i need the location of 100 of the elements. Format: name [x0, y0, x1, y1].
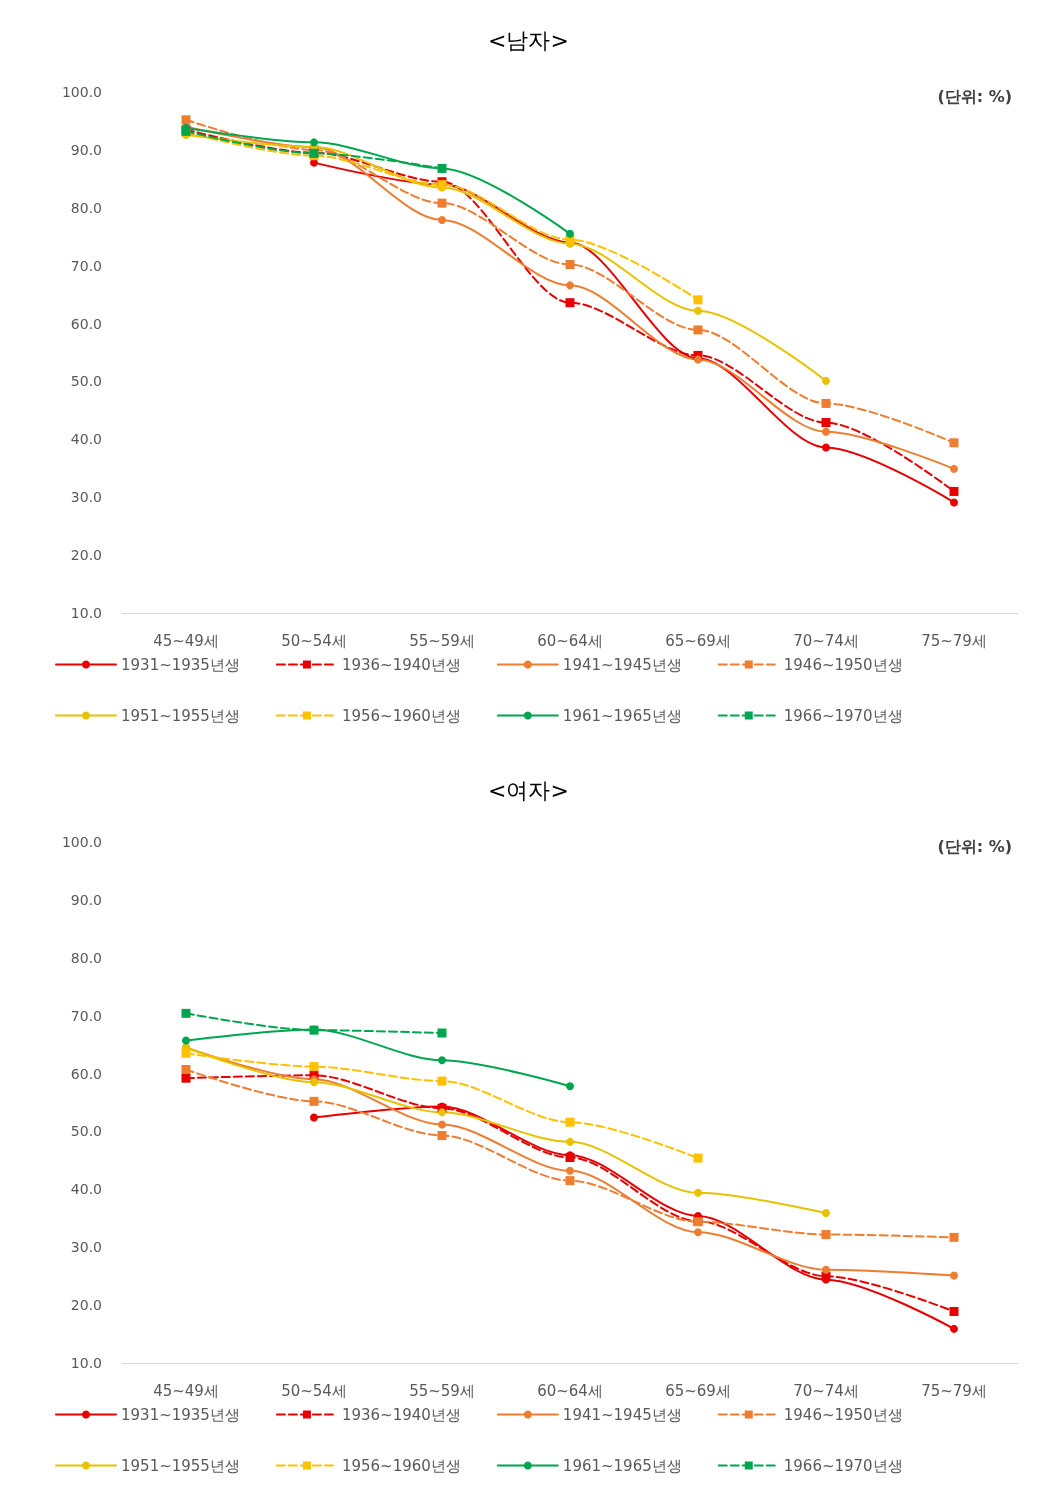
- annotation: (단위: %): [937, 86, 1012, 106]
- point: [181, 1065, 191, 1074]
- point: [181, 1073, 191, 1083]
- x-tick-label: 70~74세: [793, 631, 859, 650]
- y-tick-label: 20.0: [70, 1297, 102, 1314]
- point: [181, 115, 191, 125]
- y-tick-label: 90.0: [70, 891, 102, 908]
- x-tick-label: 75~79세: [921, 1381, 987, 1400]
- chart-title: <여자>: [488, 777, 569, 803]
- point: [438, 1120, 446, 1129]
- point: [821, 398, 831, 408]
- x-tick-label: 65~69세: [665, 1381, 731, 1400]
- legend-label: 1936~1940년생: [341, 1405, 461, 1424]
- point: [950, 464, 958, 473]
- legend-label: 1941~1945년생: [562, 655, 682, 674]
- point: [437, 1131, 447, 1140]
- y-tick-label: 30.0: [70, 489, 102, 506]
- point: [565, 1117, 575, 1127]
- chart-title: <남자>: [488, 27, 569, 53]
- legend-label: 1961~1965년생: [562, 1456, 682, 1475]
- y-tick-label: 80.0: [70, 199, 102, 216]
- point: [693, 1153, 703, 1163]
- y-tick-label: 100.0: [61, 84, 102, 100]
- point: [310, 1113, 318, 1122]
- x-tick-label: 50~54세: [281, 1381, 347, 1400]
- point: [949, 486, 959, 496]
- y-tick-label: 100.0: [61, 834, 102, 850]
- y-tick-label: 50.0: [70, 1123, 102, 1140]
- legend-label: 1951~1955년생: [121, 1456, 240, 1475]
- legend-label: 1956~1960년생: [341, 1456, 461, 1475]
- point: [821, 418, 831, 428]
- x-tick-label: 50~54세: [281, 631, 347, 650]
- point: [694, 306, 702, 315]
- y-tick-label: 20.0: [70, 547, 102, 564]
- point: [822, 376, 830, 385]
- point: [821, 1271, 831, 1281]
- point: [438, 1108, 446, 1117]
- point: [438, 215, 446, 224]
- y-tick-label: 70.0: [70, 1007, 102, 1024]
- legend-label: 1946~1950년생: [783, 1405, 903, 1424]
- legend-label: 1931~1935년생: [121, 1405, 240, 1424]
- y-tick-label: 90.0: [70, 141, 102, 158]
- point: [182, 1036, 190, 1045]
- point: [694, 1188, 702, 1197]
- legend-label: 1961~1965년생: [562, 706, 682, 725]
- legend-label: 1951~1955년생: [121, 706, 240, 725]
- y-tick-label: 10.0: [70, 605, 102, 621]
- legend-label: 1946~1950년생: [783, 655, 903, 674]
- legend-label: 1966~1970년생: [783, 1456, 903, 1475]
- x-tick-label: 45~49세: [153, 1381, 219, 1400]
- y-tick-label: 60.0: [70, 1065, 102, 1082]
- x-tick-label: 65~69세: [665, 631, 731, 650]
- y-tick-label: 30.0: [70, 1239, 102, 1256]
- x-tick-label: 45~49세: [153, 631, 219, 650]
- point: [822, 443, 830, 452]
- point: [566, 1082, 574, 1091]
- point: [437, 198, 447, 208]
- point: [822, 1265, 830, 1274]
- point: [693, 295, 703, 305]
- x-tick-label: 55~59세: [409, 631, 475, 650]
- point: [309, 1096, 319, 1106]
- point: [821, 1229, 831, 1239]
- point: [694, 1228, 702, 1237]
- point: [437, 1076, 447, 1086]
- legend-label: 1936~1940년생: [341, 655, 461, 674]
- point: [181, 1048, 191, 1058]
- point: [949, 1306, 959, 1316]
- point: [309, 1062, 319, 1072]
- point: [565, 298, 575, 308]
- x-tick-label: 70~74세: [793, 1381, 859, 1400]
- point: [950, 1324, 958, 1333]
- point: [566, 1137, 574, 1146]
- point: [438, 1056, 446, 1065]
- legend-label: 1931~1935년생: [121, 655, 240, 674]
- point: [566, 1166, 574, 1175]
- x-tick-label: 60~64세: [537, 631, 603, 650]
- point: [437, 1028, 447, 1038]
- annotation: (단위: %): [937, 836, 1012, 856]
- point: [950, 498, 958, 507]
- point: [949, 438, 959, 448]
- x-tick-label: 75~79세: [921, 631, 987, 650]
- point: [950, 1271, 958, 1280]
- y-tick-label: 80.0: [70, 949, 102, 966]
- y-tick-label: 60.0: [70, 315, 102, 332]
- point: [693, 325, 703, 335]
- legend-label: 1956~1960년생: [341, 706, 461, 725]
- legend-label: 1966~1970년생: [783, 706, 903, 725]
- y-tick-label: 10.0: [70, 1355, 102, 1371]
- y-tick-label: 50.0: [70, 373, 102, 390]
- point: [822, 427, 830, 436]
- point: [566, 229, 574, 238]
- legend-label: 1941~1945년생: [562, 1405, 682, 1424]
- point: [181, 1008, 191, 1018]
- point: [566, 281, 574, 290]
- point: [310, 138, 318, 147]
- y-tick-label: 40.0: [70, 431, 102, 448]
- point: [565, 1176, 575, 1186]
- point: [822, 1209, 830, 1218]
- x-tick-label: 55~59세: [409, 1381, 475, 1400]
- y-tick-label: 40.0: [70, 1181, 102, 1198]
